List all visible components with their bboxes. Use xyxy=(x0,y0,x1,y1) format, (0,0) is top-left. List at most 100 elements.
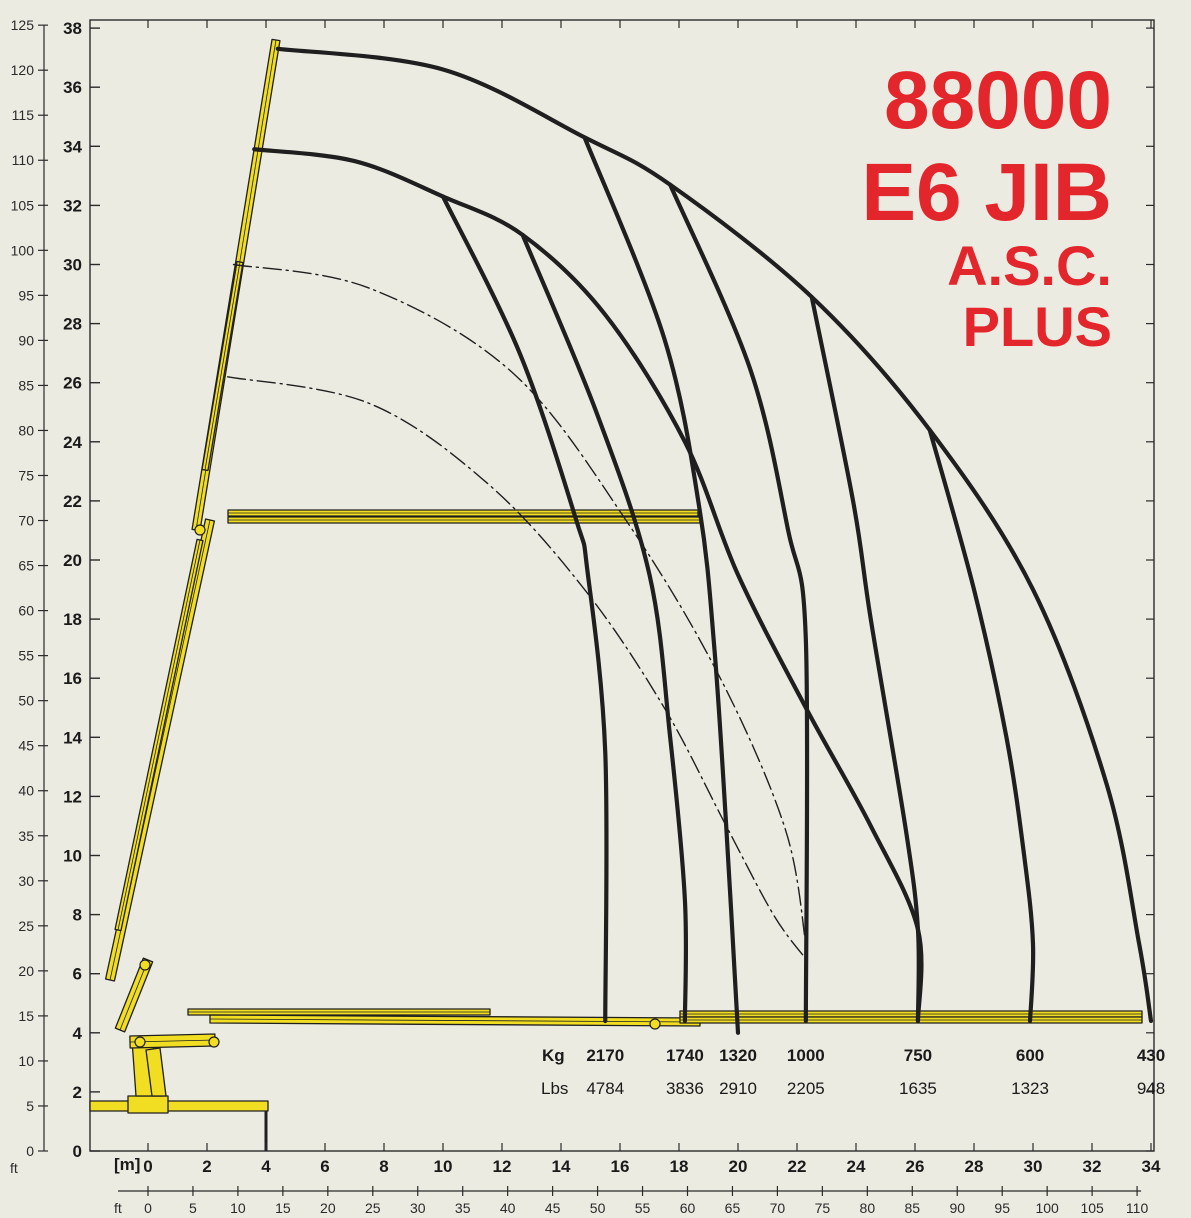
x-ft-tick-label: 110 xyxy=(1126,1200,1149,1216)
load-curve-10 xyxy=(927,427,1036,1024)
x-m-tick-label: 18 xyxy=(670,1157,689,1176)
crane-base-block xyxy=(127,1095,169,1114)
y-m-tick-label: 28 xyxy=(63,315,82,334)
crane-joint-3 xyxy=(139,959,151,971)
y-m-tick-label: 14 xyxy=(63,728,82,747)
x-m-tick-label: 16 xyxy=(611,1157,630,1176)
x-m-tick-label: 6 xyxy=(320,1157,329,1176)
y-m-tick-label: 10 xyxy=(63,847,82,866)
x-m-tick-label: 0 xyxy=(143,1157,152,1176)
kg-value-4: 1000 xyxy=(787,1046,825,1065)
y-ft-tick-label: 115 xyxy=(12,107,35,123)
x-ft-tick-label: 100 xyxy=(1035,1200,1059,1216)
lbs-row-label: Lbs xyxy=(541,1079,568,1098)
x-m-tick-label: 2 xyxy=(202,1157,211,1176)
y-ft-tick-label: 5 xyxy=(26,1098,34,1114)
load-curves xyxy=(226,46,1154,1035)
x-m-tick-label: 12 xyxy=(493,1157,512,1176)
crane-joint-2 xyxy=(208,1036,220,1048)
x-ft-tick-label: 5 xyxy=(189,1200,197,1216)
x-ft-tick-label: 45 xyxy=(545,1200,561,1216)
y-ft-tick-label: 15 xyxy=(18,1008,34,1024)
x-ft-tick-label: 85 xyxy=(904,1200,920,1216)
y-m-tick-label: 34 xyxy=(63,137,82,156)
lbs-value-5: 1635 xyxy=(899,1079,937,1098)
x-ft-tick-label: 10 xyxy=(230,1200,246,1216)
y-m-tick-label: 26 xyxy=(63,374,82,393)
kg-value-2: 1740 xyxy=(666,1046,704,1065)
x-ft-tick-label: 25 xyxy=(365,1200,381,1216)
x-ft-tick-label: 55 xyxy=(635,1200,651,1216)
y-ft-tick-label: 0 xyxy=(26,1143,34,1159)
y-m-tick-label: 8 xyxy=(73,906,82,925)
kg-value-7: 430 xyxy=(1137,1046,1165,1065)
crane-column-ram xyxy=(145,1047,167,1097)
y-m-tick-label: 18 xyxy=(63,610,82,629)
x-m-tick-label: 32 xyxy=(1083,1157,1102,1176)
lbs-value-1: 4784 xyxy=(586,1079,624,1098)
kg-row-label: Kg xyxy=(542,1046,565,1065)
kg-value-1: 2170 xyxy=(586,1046,624,1065)
kg-value-6: 600 xyxy=(1016,1046,1044,1065)
y-m-tick-label: 16 xyxy=(63,669,82,688)
crane-joint-4 xyxy=(134,1036,146,1048)
kg-value-5: 750 xyxy=(904,1046,932,1065)
y-ft-tick-label: 40 xyxy=(18,783,34,799)
x-m-tick-label: 24 xyxy=(847,1157,866,1176)
load-curve-6 xyxy=(520,232,689,1024)
x-m-tick-label: 22 xyxy=(788,1157,807,1176)
y-ft-tick-label: 35 xyxy=(18,828,34,844)
title-line-3: A.S.C. xyxy=(947,234,1112,297)
raised-boom-3-centerline xyxy=(204,261,241,471)
y-ft-tick-label: 125 xyxy=(11,17,35,33)
x-m-tick-label: 26 xyxy=(906,1157,925,1176)
y-m-tick-label: 36 xyxy=(63,78,82,97)
load-curve-9 xyxy=(809,294,921,1024)
x-m-tick-label: 28 xyxy=(965,1157,984,1176)
x-ft-tick-label: 40 xyxy=(500,1200,516,1216)
x-m-tick-label: 34 xyxy=(1142,1157,1161,1176)
y-ft-tick-label: 65 xyxy=(18,558,34,574)
load-curve-4 xyxy=(226,376,807,960)
y-m-tick-label: 22 xyxy=(63,492,82,511)
y-ft-tick-label: 100 xyxy=(11,242,35,258)
y-ft-tick-label: 10 xyxy=(18,1053,34,1069)
axes: 0510152025303540455055606570758085909510… xyxy=(10,17,1161,1216)
x-m-tick-label: 30 xyxy=(1024,1157,1043,1176)
title-line-2: E6 JIB xyxy=(861,147,1112,238)
y-m-tick-label: 0 xyxy=(73,1142,82,1161)
y-ft-tick-label: 50 xyxy=(18,693,34,709)
raised-boom-base-centerline xyxy=(119,959,149,1031)
y-ft-tick-label: 110 xyxy=(12,152,35,168)
load-curve-5 xyxy=(440,194,609,1024)
y-ft-tick-label: 80 xyxy=(18,422,34,438)
lbs-value-2: 3836 xyxy=(666,1079,704,1098)
x-m-tick-label: 4 xyxy=(261,1157,271,1176)
x-m-tick-label: 10 xyxy=(434,1157,453,1176)
load-curve-8 xyxy=(668,182,810,1024)
x-ft-tick-label: 0 xyxy=(144,1200,152,1216)
y-ft-tick-label: 60 xyxy=(18,603,34,619)
x-ft-tick-label: 105 xyxy=(1080,1200,1104,1216)
crane-joint-5 xyxy=(649,1018,661,1030)
x-m-tick-label: 14 xyxy=(552,1157,571,1176)
y-ft-unit-label: ft xyxy=(10,1160,18,1176)
x-ft-tick-label: 65 xyxy=(725,1200,741,1216)
y-ft-tick-label: 90 xyxy=(18,332,34,348)
x-ft-tick-label: 75 xyxy=(815,1200,831,1216)
y-ft-tick-label: 45 xyxy=(18,738,34,754)
chart-title: 88000 E6 JIB A.S.C. PLUS xyxy=(861,55,1112,358)
lbs-value-3: 2910 xyxy=(719,1079,757,1098)
x-ft-tick-label: 35 xyxy=(455,1200,471,1216)
kg-value-3: 1320 xyxy=(719,1046,757,1065)
y-m-tick-label: 2 xyxy=(73,1083,82,1102)
x-m-tick-label: 8 xyxy=(379,1157,388,1176)
y-m-tick-label: 6 xyxy=(73,965,82,984)
lbs-value-6: 1323 xyxy=(1011,1079,1049,1098)
x-ft-tick-label: 30 xyxy=(410,1200,426,1216)
y-ft-tick-label: 75 xyxy=(18,467,34,483)
lbs-value-7: 948 xyxy=(1137,1079,1165,1098)
x-ft-unit-label: ft xyxy=(114,1200,122,1216)
y-m-tick-label: 12 xyxy=(63,787,82,806)
crane-base-platform xyxy=(89,1100,269,1112)
